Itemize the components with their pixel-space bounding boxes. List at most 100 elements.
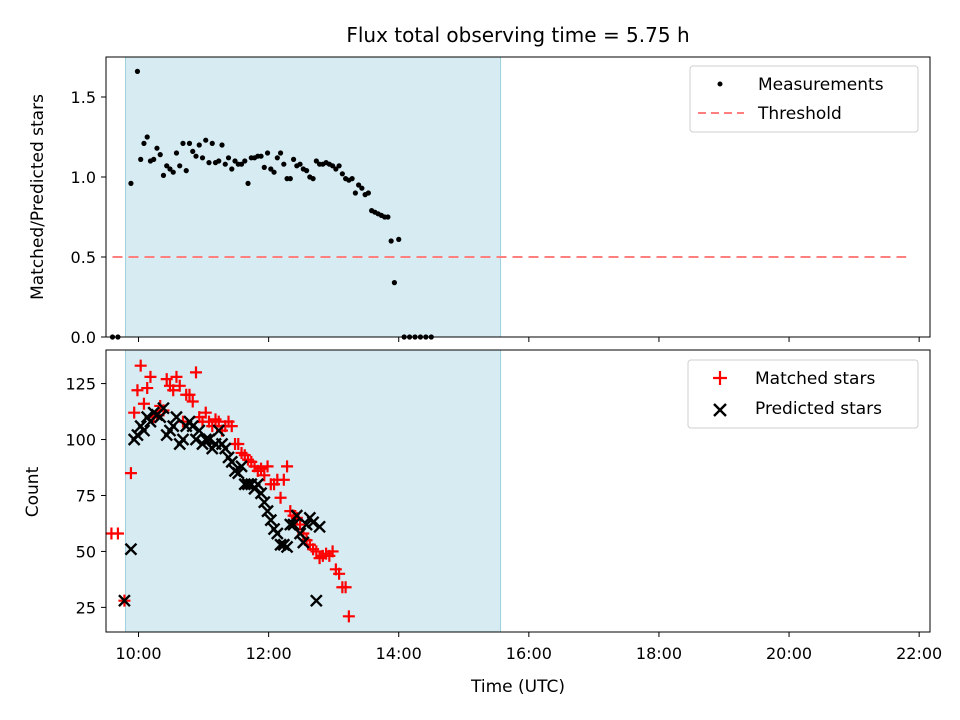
- bottom-y-tick-label: 100: [65, 431, 96, 450]
- x-tick-label: 22:00: [896, 644, 942, 663]
- predicted-star-point: [202, 433, 216, 446]
- measurement-point: [173, 150, 180, 156]
- measurement-point: [232, 158, 238, 164]
- x-tick-label: 12:00: [246, 644, 292, 663]
- top-legend: Measurements Threshold: [689, 65, 919, 133]
- measurement-point: [206, 160, 212, 166]
- measurement-point: [164, 163, 170, 169]
- matched-star-point: [183, 388, 196, 401]
- measurement-point: [190, 148, 196, 154]
- predicted-star-point: [153, 410, 167, 424]
- predicted-star-point: [270, 527, 284, 540]
- predicted-star-point: [212, 424, 226, 437]
- measurement-point: [138, 156, 144, 162]
- legend-predicted-marker: [713, 403, 727, 417]
- predicted-star-point: [225, 455, 239, 469]
- predicted-star-point: [251, 477, 265, 491]
- measurement-point: [336, 163, 342, 169]
- top-point-layer: [109, 68, 434, 340]
- matched-star-point: [277, 473, 290, 486]
- legend-matched-label: Matched stars: [755, 369, 875, 389]
- predicted-star-point: [176, 433, 190, 446]
- measurement-point: [134, 68, 141, 74]
- measurement-point: [290, 156, 297, 162]
- matched-star-point: [261, 460, 274, 473]
- measurement-point: [359, 185, 365, 191]
- measurement-point: [209, 140, 215, 146]
- x-tick-label: 18:00: [636, 644, 682, 663]
- predicted-star-point: [192, 424, 206, 437]
- measurement-point: [310, 176, 316, 182]
- predicted-star-point: [261, 504, 274, 518]
- legend-measurements-label: Measurements: [758, 75, 884, 95]
- predicted-star-point: [254, 486, 268, 500]
- measurement-point: [180, 140, 186, 146]
- matched-star-point: [199, 406, 212, 419]
- measurement-point: [391, 280, 397, 286]
- predicted-star-point: [313, 520, 326, 534]
- matched-star-point: [232, 438, 245, 450]
- matched-star-point: [274, 491, 287, 504]
- measurement-point: [274, 155, 280, 161]
- measurement-point: [154, 145, 160, 151]
- measurement-point: [349, 176, 355, 182]
- matched-star-point: [339, 581, 352, 594]
- matched-star-point: [255, 462, 268, 475]
- matched-star-point: [170, 370, 183, 383]
- predicted-star-point: [124, 542, 138, 556]
- predicted-star-point: [290, 509, 304, 522]
- top-legend-box: [689, 65, 919, 133]
- bottom-plot-frame: [105, 349, 931, 633]
- measurement-point: [229, 166, 235, 172]
- measurement-point: [144, 134, 150, 140]
- measurement-point: [186, 140, 193, 146]
- predicted-star-point: [283, 518, 297, 531]
- predicted-star-point: [235, 460, 248, 473]
- legend-measurements-marker: [717, 81, 723, 87]
- predicted-star-point: [166, 419, 180, 433]
- predicted-star-point: [186, 419, 200, 433]
- x-tick-label: 16:00: [506, 644, 552, 663]
- measurement-point: [242, 158, 248, 164]
- measurement-point: [268, 166, 274, 172]
- measurement-point: [258, 153, 264, 159]
- measurement-point: [128, 180, 134, 186]
- matched-star-point: [225, 420, 238, 433]
- predicted-star-point: [296, 536, 310, 549]
- predicted-star-point: [170, 410, 183, 424]
- matched-star-point: [131, 384, 144, 397]
- measurement-point: [264, 150, 271, 156]
- predicted-star-point: [280, 540, 294, 554]
- matched-star-point: [144, 370, 157, 383]
- predicted-star-point: [293, 527, 307, 540]
- matched-star-point: [128, 406, 141, 419]
- matched-star-point: [342, 610, 355, 623]
- predicted-star-point: [309, 594, 323, 608]
- measurement-point: [261, 164, 267, 170]
- measurement-point: [313, 158, 319, 164]
- bottom-observing-window: [125, 349, 502, 633]
- top-y-tick-label: 1.0: [71, 168, 96, 187]
- matched-star-point: [173, 379, 186, 392]
- predicted-star-point: [189, 433, 203, 446]
- matched-star-point: [167, 384, 180, 397]
- matched-star-point: [189, 366, 202, 379]
- legend-matched-marker: [713, 371, 727, 385]
- bottom-tick-layer: 10:00 12:00 14:00 16:00 18:00 20:00 22:00 25 50 7…: [65, 375, 942, 663]
- top-y-tick-label: 0.5: [71, 248, 96, 267]
- top-panel: Matched/Predicted stars 0.0 0.5 1.0 1.5 Mea…: [28, 56, 931, 347]
- bottom-y-axis-label: Count: [23, 466, 43, 517]
- bottom-point-layer: [105, 359, 355, 623]
- predicted-star-point: [118, 594, 131, 608]
- top-y-tick-label: 0.0: [71, 328, 96, 347]
- x-tick-label: 20:00: [766, 644, 812, 663]
- top-y-axis-label: Matched/Predicted stars: [28, 94, 48, 300]
- measurement-point: [219, 142, 225, 148]
- top-observing-window: [125, 56, 502, 338]
- predicted-star-point: [137, 424, 151, 437]
- measurement-point: [396, 236, 402, 242]
- predicted-star-point: [131, 428, 144, 442]
- measurement-point: [167, 166, 173, 172]
- measurement-point: [141, 140, 147, 146]
- chart-title: Flux total observing time = 5.75 h: [346, 23, 689, 47]
